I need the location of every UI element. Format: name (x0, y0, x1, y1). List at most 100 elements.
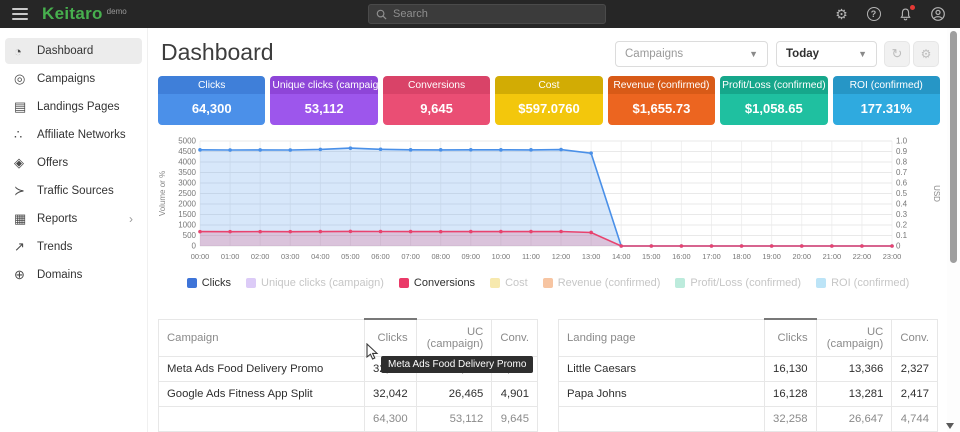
campaigns-filter-value: Campaigns (625, 48, 683, 60)
svg-text:Volume or %: Volume or % (158, 171, 167, 216)
chevron-right-icon: › (129, 212, 133, 226)
row-value-cell: 13,281 (816, 381, 892, 406)
legend-color-chip (399, 278, 409, 288)
sidebar-item-landings-pages[interactable]: ▤Landings Pages (5, 94, 142, 120)
sidebar-item-label: Offers (37, 157, 68, 169)
svg-text:15:00: 15:00 (642, 252, 661, 261)
legend-item-profit-loss-confirmed[interactable]: Profit/Loss (confirmed) (675, 277, 801, 289)
legend-color-chip (490, 278, 500, 288)
target-icon: ◎ (14, 71, 37, 87)
metric-card-value: 53,112 (270, 94, 377, 125)
table-row[interactable]: Google Ads Fitness App Split32,04226,465… (159, 381, 538, 406)
scroll-down-arrow[interactable] (946, 423, 954, 429)
notification-badge (910, 5, 915, 10)
sidebar-item-affiliate-networks[interactable]: ∴Affiliate Networks (5, 122, 142, 148)
sidebar-item-reports[interactable]: ▦Reports› (5, 206, 142, 232)
metric-card-label: Revenue (confirmed) (608, 76, 715, 94)
settings-icon[interactable]: ⚙ (833, 6, 850, 23)
svg-text:03:00: 03:00 (281, 252, 300, 261)
chart-legend: Clicks Unique clicks (campaign) Conversion… (156, 277, 940, 289)
app-logo[interactable]: Keitaro (42, 4, 103, 24)
svg-text:21:00: 21:00 (823, 252, 842, 261)
column-header-uc-campaign[interactable]: UC (campaign) (816, 319, 892, 356)
column-header-conv[interactable]: Conv. (492, 319, 538, 356)
svg-text:4500: 4500 (178, 147, 196, 156)
refresh-button[interactable]: ↻ (884, 41, 910, 67)
column-header-conv[interactable]: Conv. (892, 319, 938, 356)
svg-text:12:00: 12:00 (552, 252, 571, 261)
svg-text:05:00: 05:00 (341, 252, 360, 261)
legend-color-chip (675, 278, 685, 288)
account-icon[interactable] (929, 6, 946, 23)
sidebar-item-domains[interactable]: ⊕Domains (5, 262, 142, 288)
metric-card-revenue-confirmed: Revenue (confirmed)$1,655.73 (608, 76, 715, 125)
campaigns-table: CampaignClicksUC (campaign)Conv.Meta Ads… (158, 318, 538, 432)
globe-icon: ⊕ (14, 267, 37, 283)
legend-item-conversions[interactable]: Conversions (399, 277, 475, 289)
metric-card-label: Cost (495, 76, 602, 94)
column-header-landing-page[interactable]: Landing page (559, 319, 765, 356)
table-row[interactable]: Papa Johns16,12813,2812,417 (559, 381, 938, 406)
scrollbar-thumb[interactable] (950, 31, 957, 263)
sidebar-item-dashboard[interactable]: ◔Dashboard (5, 38, 142, 64)
branch-icon: ≻ (14, 183, 37, 199)
metric-card-conversions: Conversions9,645 (383, 76, 490, 125)
legend-item-cost[interactable]: Cost (490, 277, 528, 289)
svg-text:500: 500 (183, 231, 197, 240)
svg-text:1000: 1000 (178, 221, 196, 230)
search-input[interactable]: Search (368, 4, 606, 24)
sidebar-item-offers[interactable]: ◈Offers (5, 150, 142, 176)
row-name-cell[interactable]: Meta Ads Food Delivery Promo (159, 356, 365, 381)
svg-text:09:00: 09:00 (462, 252, 481, 261)
help-icon[interactable]: ? (865, 6, 882, 23)
row-value-cell: 2,327 (892, 356, 938, 381)
sidebar-item-campaigns[interactable]: ◎Campaigns (5, 66, 142, 92)
notifications-icon[interactable] (897, 6, 914, 23)
sidebar-item-label: Affiliate Networks (37, 129, 126, 141)
row-name-cell[interactable]: Little Caesars (559, 356, 765, 381)
legend-item-revenue-confirmed[interactable]: Revenue (confirmed) (543, 277, 661, 289)
campaigns-filter-select[interactable]: Campaigns ▼ (615, 41, 768, 67)
metric-card-label: ROI (confirmed) (833, 76, 940, 94)
svg-text:3000: 3000 (178, 179, 196, 188)
column-header-clicks[interactable]: Clicks (765, 319, 817, 356)
svg-text:2500: 2500 (178, 189, 196, 198)
sidebar-item-label: Traffic Sources (37, 185, 114, 197)
legend-item-unique-clicks-campaign[interactable]: Unique clicks (campaign) (246, 277, 384, 289)
legend-item-roi-confirmed[interactable]: ROI (confirmed) (816, 277, 909, 289)
sidebar-item-label: Domains (37, 269, 82, 281)
legend-label: Revenue (confirmed) (558, 277, 661, 289)
svg-text:07:00: 07:00 (401, 252, 420, 261)
totals-cell (559, 406, 765, 431)
date-range-select[interactable]: Today ▼ (776, 41, 877, 67)
logo-demo-label: demo (107, 7, 127, 16)
column-header-campaign[interactable]: Campaign (159, 319, 365, 356)
table-row[interactable]: Little Caesars16,13013,3662,327 (559, 356, 938, 381)
svg-text:0.4: 0.4 (896, 200, 908, 209)
sidebar-item-trends[interactable]: ↗Trends (5, 234, 142, 260)
date-range-value: Today (786, 48, 819, 60)
sidebar-item-traffic-sources[interactable]: ≻Traffic Sources (5, 178, 142, 204)
row-name-cell[interactable]: Papa Johns (559, 381, 765, 406)
metric-card-value: 177.31% (833, 94, 940, 125)
legend-item-clicks[interactable]: Clicks (187, 277, 231, 289)
svg-text:23:00: 23:00 (883, 252, 902, 261)
table-totals-row: 64,30053,1129,645 (159, 406, 538, 431)
metric-card-label: Unique clicks (campaign) (270, 76, 377, 94)
svg-text:0.1: 0.1 (896, 231, 908, 240)
svg-text:5000: 5000 (178, 137, 196, 146)
totals-cell: 4,744 (892, 406, 938, 431)
dashboard-settings-button[interactable]: ⚙ (913, 41, 939, 67)
legend-color-chip (816, 278, 826, 288)
menu-toggle-icon[interactable] (12, 5, 28, 23)
column-header-uc-campaign[interactable]: UC (campaign) (416, 319, 492, 356)
row-name-cell[interactable]: Google Ads Fitness App Split (159, 381, 365, 406)
svg-text:10:00: 10:00 (492, 252, 511, 261)
mouse-cursor (366, 343, 379, 366)
row-value-cell: 16,130 (765, 356, 817, 381)
tag-icon: ◈ (14, 155, 37, 171)
table-totals-row: 32,25826,6474,744 (559, 406, 938, 431)
row-value-cell: 16,128 (765, 381, 817, 406)
svg-text:USD: USD (932, 185, 940, 202)
svg-text:0.2: 0.2 (896, 221, 908, 230)
